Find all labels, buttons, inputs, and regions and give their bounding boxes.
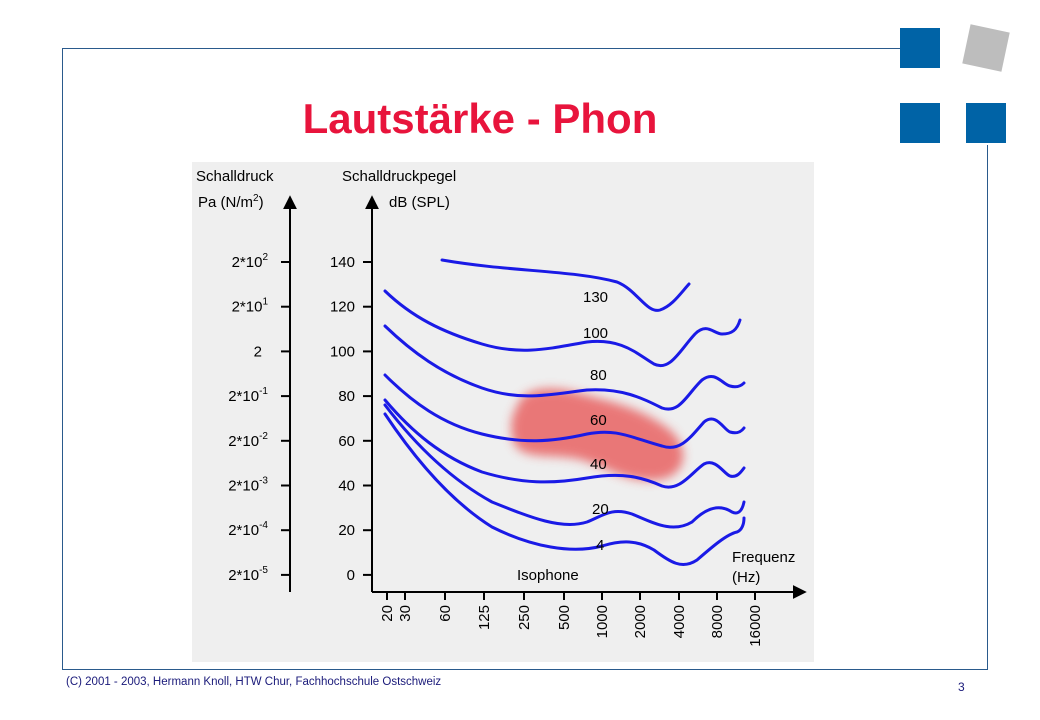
left-axis-tick-label: 2*102 — [232, 252, 269, 271]
left-axis-ticks: 2*102 2*101 2 2*10-1 2*10-2 2*10-3 2*10-4 2*10-… — [228, 252, 290, 584]
curve-20-phon — [383, 403, 746, 529]
curve-40-phon — [383, 398, 746, 489]
left-axis-tick-label: 2*10-1 — [228, 386, 268, 405]
frame-top-line — [62, 48, 912, 49]
left-axis-title-line1: Schalldruck — [196, 168, 274, 185]
page-number: 3 — [958, 680, 965, 694]
x-axis-label-line1: Frequenz — [732, 549, 795, 566]
left-axis-tick-label: 2*10-2 — [228, 431, 268, 450]
right-axis-tick-label: 140 — [330, 254, 355, 271]
decor-square-blue-left — [900, 103, 940, 143]
x-axis-tick-label: 500 — [556, 605, 573, 630]
curve-4-phon — [383, 412, 746, 566]
phon-label-20: 20 — [592, 501, 609, 518]
frame-bottom-line — [62, 669, 988, 670]
x-axis-tick-label: 30 — [397, 605, 414, 622]
x-axis-tick-label: 16000 — [747, 605, 764, 647]
left-axis-tick-label: 2 — [254, 343, 262, 360]
decor-square-blue-right — [966, 103, 1006, 143]
right-axis-tick-label: 80 — [338, 388, 355, 405]
slide-title: Lautstärke - Phon — [302, 95, 658, 142]
phon-diagram: Schalldruck Pa (N/m2) Schalldruckpegel d… — [196, 168, 807, 647]
right-axis-tick-label: 0 — [347, 567, 355, 584]
right-axis-title-line2: dB (SPL) — [389, 194, 450, 211]
phon-label-40: 40 — [590, 456, 607, 473]
right-axis-tick-label: 120 — [330, 299, 355, 316]
x-axis-label-line2: (Hz) — [732, 569, 760, 586]
phon-figure: Schalldruck Pa (N/m2) Schalldruckpegel d… — [192, 162, 814, 662]
curve-130-phon — [440, 258, 691, 312]
right-axis-tick-label: 60 — [338, 433, 355, 450]
curve-100-phon — [383, 289, 742, 368]
frame-left-line — [62, 48, 63, 670]
phon-label-130: 130 — [583, 289, 608, 306]
x-axis-tick-label: 125 — [476, 605, 493, 630]
left-axis-tick-label: 2*10-5 — [228, 565, 268, 584]
curve-80-phon — [383, 324, 746, 411]
curve-60-phon — [383, 373, 746, 449]
left-axis-tick-label: 2*10-4 — [228, 520, 268, 539]
left-axis-tick-label: 2*101 — [232, 297, 269, 316]
decor-square-gray — [962, 24, 1010, 72]
x-axis-tick-label: 250 — [516, 605, 533, 630]
left-axis-title-line2: Pa (N/m2) — [198, 193, 264, 211]
right-axis-ticks: 140 120 100 80 60 40 20 0 — [330, 254, 372, 584]
highlight-region — [511, 388, 684, 481]
right-axis-tick-label: 20 — [338, 522, 355, 539]
phon-label-80: 80 — [590, 367, 607, 384]
right-axis-tick-label: 40 — [338, 478, 355, 495]
x-axis-ticks: 20 30 60 125 250 500 1000 2000 4000 8000 16000 — [379, 592, 764, 647]
x-axis-tick-label: 1000 — [594, 605, 611, 638]
left-axis-tick-label: 2*10-3 — [228, 476, 268, 495]
decor-square-blue-top — [900, 28, 940, 68]
x-axis-tick-label: 20 — [379, 605, 396, 622]
x-axis-tick-label: 2000 — [632, 605, 649, 638]
frame-right-line — [987, 145, 988, 670]
isophone-label: Isophone — [517, 567, 579, 584]
phon-label-60: 60 — [590, 412, 607, 429]
x-axis-tick-label: 8000 — [709, 605, 726, 638]
right-axis-title-line1: Schalldruckpegel — [342, 168, 456, 185]
right-axis-tick-label: 100 — [330, 343, 355, 360]
footer-text: (C) 2001 - 2003, Hermann Knoll, HTW Chur… — [66, 676, 442, 688]
x-axis-tick-label: 4000 — [671, 605, 688, 638]
x-axis-tick-label: 60 — [437, 605, 454, 622]
phon-label-100: 100 — [583, 325, 608, 342]
phon-label-4: 4 — [596, 537, 604, 554]
